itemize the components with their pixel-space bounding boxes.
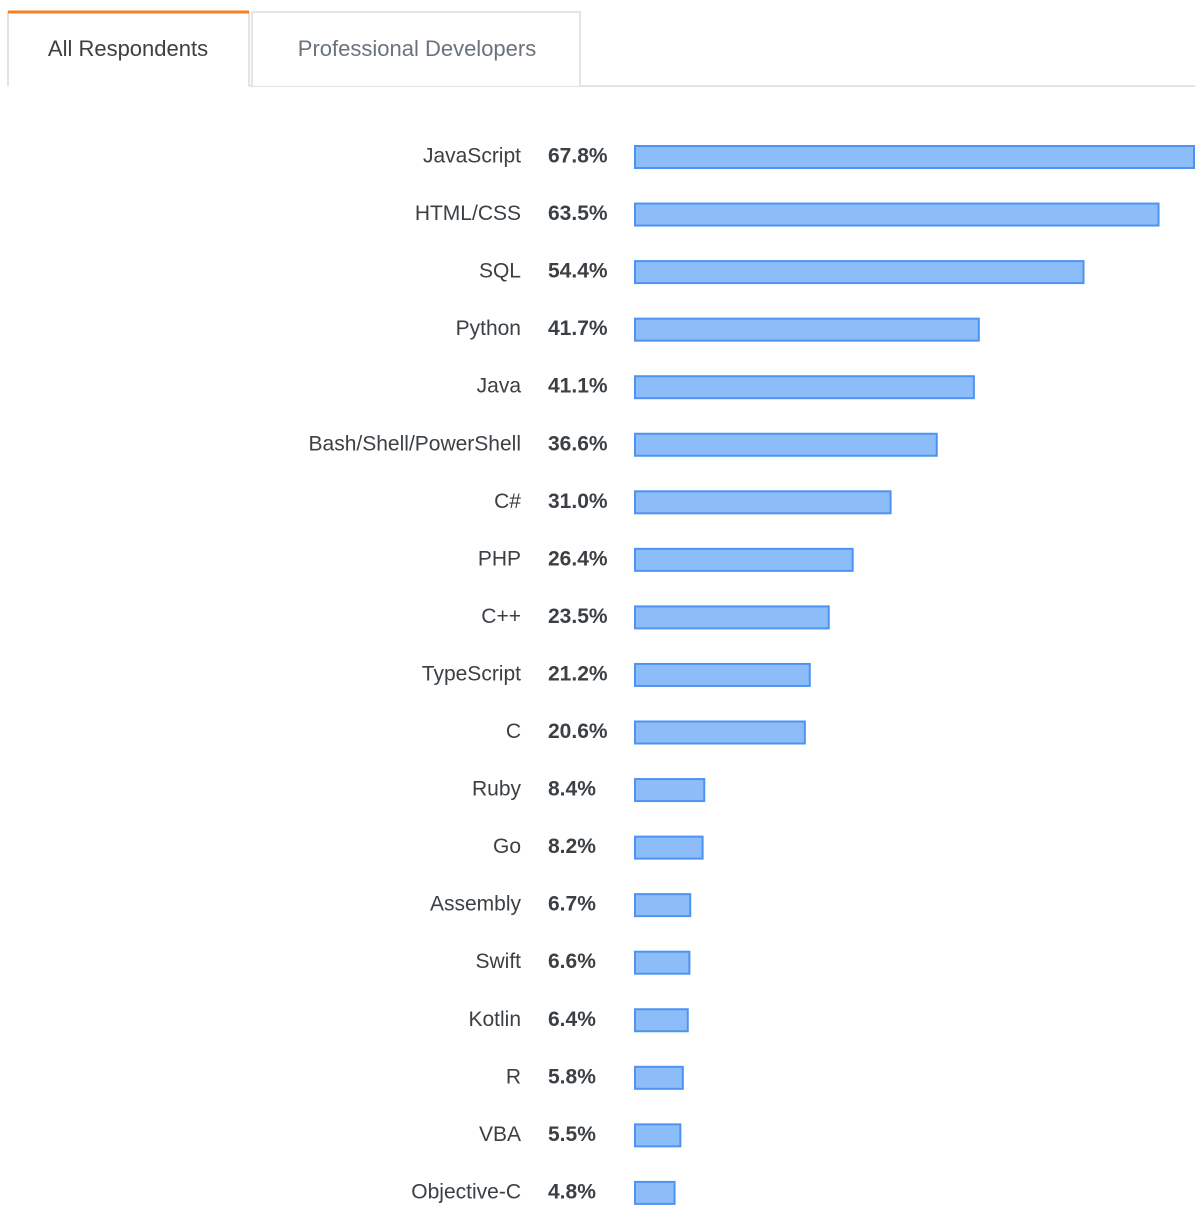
category-label: Java: [477, 375, 522, 398]
category-label: R: [506, 1065, 521, 1088]
value-label: 8.2%: [548, 835, 596, 858]
bar: [634, 720, 806, 745]
bar: [634, 950, 691, 975]
value-label: 54.4%: [548, 260, 608, 283]
bar: [634, 893, 692, 918]
category-label: C: [506, 720, 521, 743]
category-label: Python: [456, 317, 521, 340]
value-label: 5.8%: [548, 1065, 596, 1088]
value-label: 8.4%: [548, 778, 596, 801]
bar: [634, 490, 892, 515]
category-label: JavaScript: [423, 145, 521, 168]
value-label: 36.6%: [548, 432, 608, 455]
category-label: C++: [481, 605, 521, 628]
category-label: HTML/CSS: [415, 202, 521, 225]
category-label: Kotlin: [468, 1008, 521, 1031]
bar: [634, 145, 1195, 169]
bar: [634, 432, 938, 457]
category-label: Swift: [475, 950, 521, 973]
category-label: TypeScript: [422, 662, 521, 685]
category-label: PHP: [478, 547, 521, 570]
bar: [634, 1065, 684, 1090]
bar: [634, 1008, 689, 1033]
value-label: 6.6%: [548, 950, 596, 973]
bar: [634, 547, 854, 572]
tab-label[interactable]: Professional Developers: [298, 36, 536, 61]
category-label: Assembly: [430, 893, 522, 916]
category-label: Bash/Shell/PowerShell: [309, 432, 521, 455]
value-label: 31.0%: [548, 490, 608, 513]
value-label: 23.5%: [548, 605, 608, 628]
category-label: Objective-C: [411, 1180, 521, 1203]
bar: [634, 260, 1085, 285]
value-label: 63.5%: [548, 202, 608, 225]
value-label: 21.2%: [548, 662, 608, 685]
value-label: 41.7%: [548, 317, 608, 340]
bar: [634, 202, 1160, 227]
bar: [634, 778, 706, 803]
value-label: 6.7%: [548, 893, 596, 916]
category-label: Ruby: [472, 778, 522, 801]
bar: [634, 605, 830, 630]
value-label: 26.4%: [548, 547, 608, 570]
value-label: 5.5%: [548, 1123, 596, 1146]
category-label: SQL: [479, 260, 521, 283]
inactive-tab[interactable]: [251, 11, 581, 86]
bar: [634, 1123, 682, 1148]
tab-label[interactable]: All Respondents: [48, 36, 208, 61]
value-label: 6.4%: [548, 1008, 596, 1031]
bar: [634, 1180, 676, 1205]
bar: [634, 375, 975, 400]
value-label: 20.6%: [548, 720, 608, 743]
value-label: 41.1%: [548, 375, 608, 398]
value-label: 67.8%: [548, 145, 608, 168]
category-label: Go: [493, 835, 521, 858]
category-label: C#: [494, 490, 521, 513]
value-label: 4.8%: [548, 1180, 596, 1203]
bar: [634, 835, 704, 860]
bar: [634, 317, 980, 342]
bar: [634, 662, 811, 687]
category-label: VBA: [479, 1123, 521, 1146]
